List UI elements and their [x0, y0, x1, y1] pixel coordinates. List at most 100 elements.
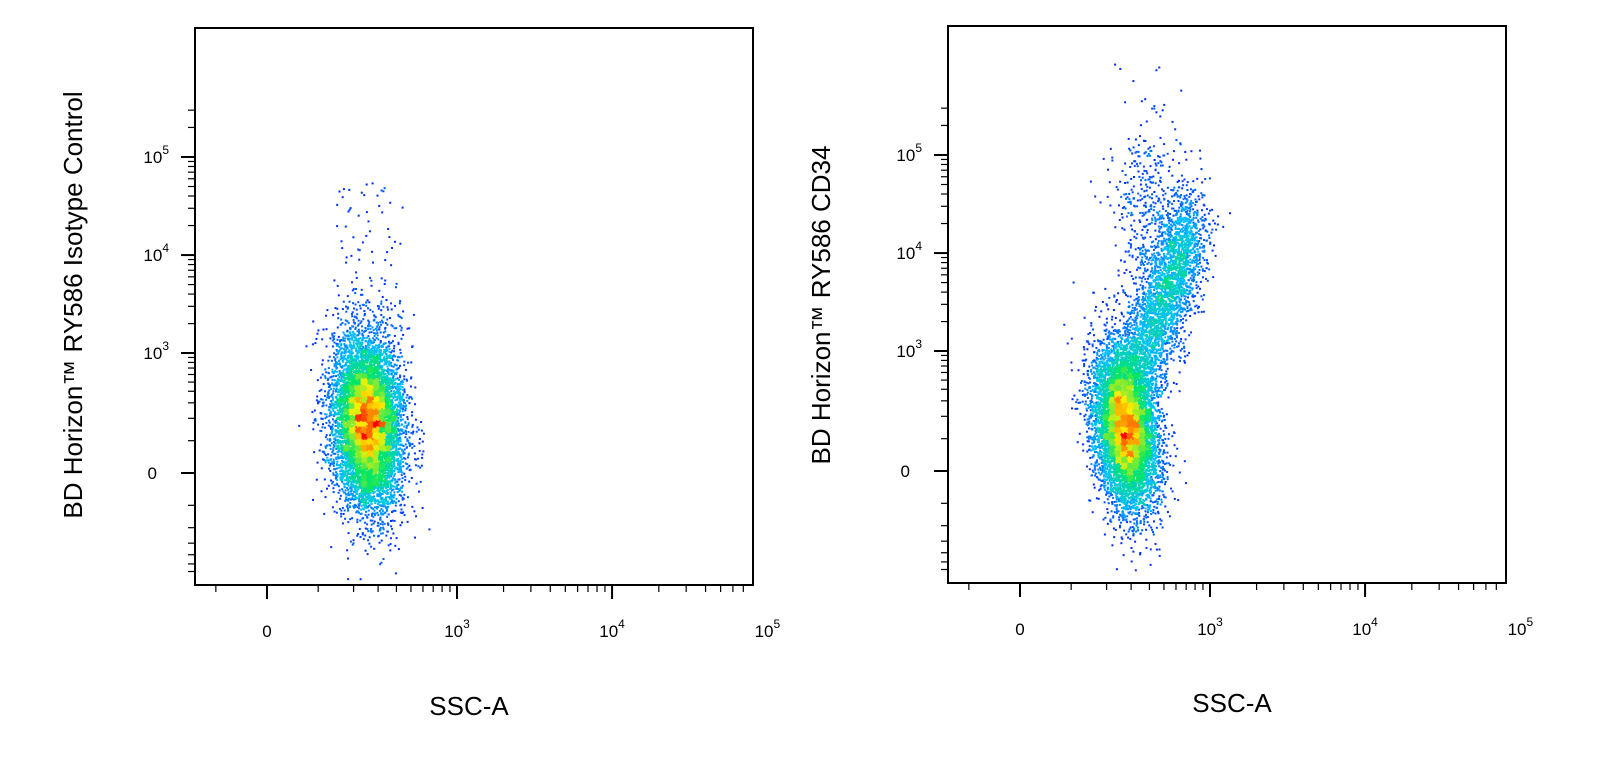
event-dot — [339, 347, 342, 350]
event-dot — [333, 338, 335, 341]
event-dot — [324, 417, 327, 420]
event-dot — [334, 442, 337, 445]
event-dot — [335, 431, 338, 434]
event-dot — [375, 351, 378, 354]
event-dot — [350, 348, 353, 351]
event-dot — [350, 313, 353, 315]
event-dot — [393, 385, 396, 388]
event-dot — [382, 406, 384, 408]
event-dot — [389, 411, 392, 414]
event-dot — [316, 332, 319, 335]
event-dot — [395, 382, 398, 385]
event-dot — [326, 456, 329, 459]
event-dot — [408, 436, 411, 439]
event-dot — [337, 312, 340, 315]
event-dot — [363, 337, 366, 340]
event-dot — [342, 437, 345, 440]
event-dot — [345, 479, 348, 481]
event-dot — [337, 467, 340, 470]
event-dot — [363, 310, 366, 313]
event-dot — [359, 512, 362, 515]
event-dot — [382, 316, 385, 319]
event-dot — [388, 342, 391, 345]
event-dot — [336, 435, 339, 438]
event-dot — [365, 504, 368, 507]
event-dot — [383, 384, 386, 387]
event-dot — [384, 336, 387, 339]
event-dot — [371, 530, 374, 533]
event-dot — [329, 384, 332, 386]
event-dot — [349, 337, 352, 340]
event-dot — [346, 307, 349, 310]
event-dot — [321, 450, 324, 453]
event-dot — [344, 458, 347, 461]
event-dot — [310, 369, 313, 371]
event-dot — [393, 509, 396, 512]
event-dot — [383, 501, 386, 504]
event-dot — [371, 488, 374, 491]
event-dot — [366, 356, 369, 359]
event-dot — [325, 421, 328, 424]
event-dot — [335, 387, 338, 390]
event-dot — [331, 368, 334, 371]
event-dot — [369, 480, 372, 483]
event-dot — [323, 452, 326, 455]
event-dot — [345, 358, 347, 361]
event-dot — [338, 408, 341, 411]
event-dot — [398, 424, 401, 427]
event-dot — [362, 346, 365, 349]
event-dot — [377, 524, 380, 527]
event-dot — [360, 487, 363, 490]
event-dot — [397, 471, 400, 474]
event-dot — [356, 346, 359, 348]
event-dot — [405, 467, 408, 470]
event-dot — [404, 457, 407, 460]
event-dot — [393, 491, 396, 494]
event-dot — [345, 390, 347, 393]
event-dot — [390, 525, 393, 528]
event-dot — [331, 450, 334, 453]
event-dot — [335, 349, 338, 351]
event-dot — [368, 320, 371, 323]
event-dot — [411, 443, 414, 445]
event-dot — [342, 426, 345, 429]
event-dot — [329, 426, 332, 429]
event-dot — [385, 465, 388, 468]
plot-frame — [194, 27, 754, 586]
event-dot — [344, 439, 346, 442]
event-dot — [358, 482, 361, 485]
event-dot — [388, 385, 391, 387]
event-dot — [332, 414, 335, 417]
event-dot — [396, 397, 399, 399]
event-dot — [400, 456, 403, 459]
event-dot — [356, 361, 359, 364]
event-dot — [352, 468, 355, 471]
event-dot — [417, 428, 420, 431]
event-dot — [404, 462, 407, 465]
event-dot — [368, 488, 371, 491]
event-dot — [350, 396, 353, 399]
event-dot — [397, 385, 400, 388]
event-dot — [325, 314, 327, 317]
event-dot — [405, 404, 408, 407]
event-dot — [368, 374, 371, 377]
event-dot — [379, 563, 382, 566]
event-dot — [321, 363, 324, 366]
event-dot — [357, 356, 360, 358]
event-dot — [323, 478, 326, 481]
event-dot — [393, 347, 395, 350]
event-dot — [322, 423, 324, 426]
event-dot — [387, 439, 390, 442]
event-dot — [356, 521, 359, 524]
event-dot — [330, 395, 333, 397]
event-dot — [340, 474, 343, 477]
event-dot — [349, 501, 352, 504]
event-dot — [393, 474, 396, 477]
event-dot — [369, 308, 372, 311]
event-dot — [399, 383, 401, 385]
event-dot — [341, 322, 344, 324]
event-dot — [361, 486, 364, 489]
event-dot — [357, 503, 360, 506]
event-dot — [331, 383, 334, 386]
event-dot — [404, 443, 407, 446]
